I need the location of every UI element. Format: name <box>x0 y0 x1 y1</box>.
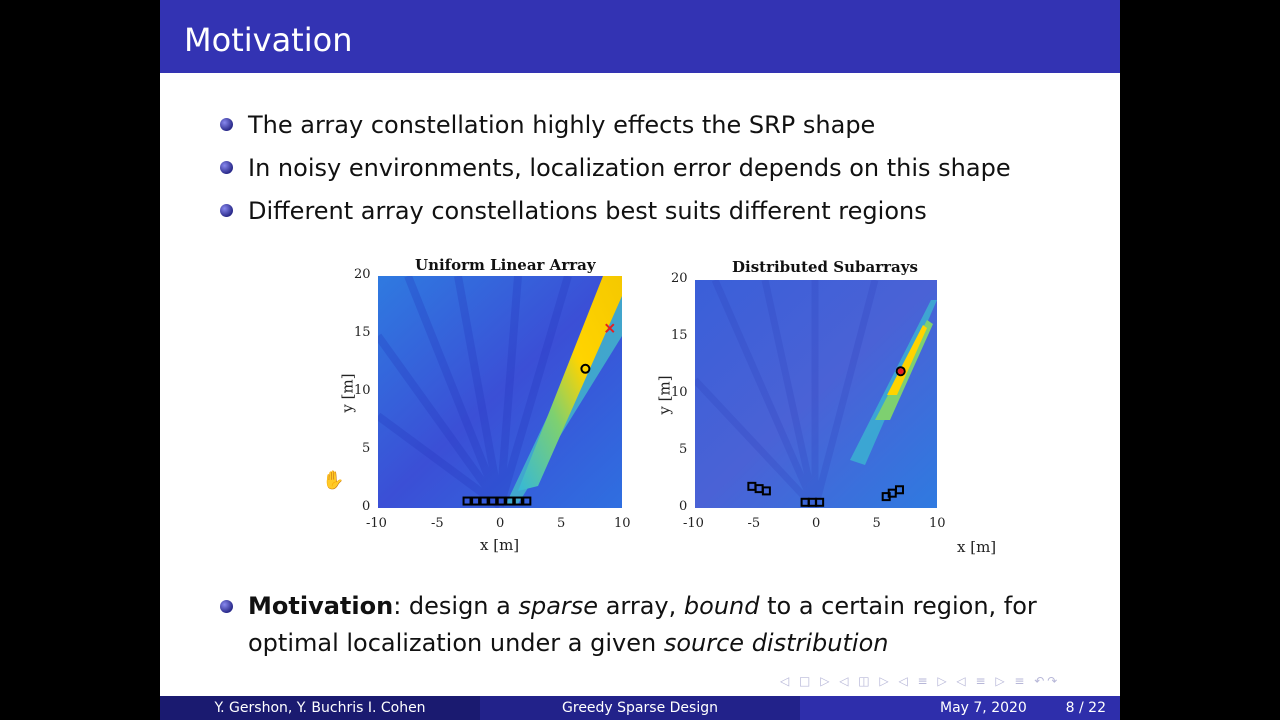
footer-date: May 7, 2020 <box>940 700 1027 716</box>
y-axis-label: y [m] <box>655 375 674 415</box>
bullet-item: In noisy environments, localization erro… <box>218 153 1098 183</box>
bullet-icon <box>220 118 233 131</box>
microphone-marker <box>894 485 904 495</box>
true-source-marker <box>895 366 906 377</box>
plot-ula: Uniform Linear Array -10 -5 0 5 10 0 5 10 15 20 x <box>330 254 650 564</box>
x-tick-label: -5 <box>431 516 444 531</box>
estimated-source-marker <box>897 368 904 375</box>
true-source-marker <box>580 363 591 374</box>
y-tick-label: 15 <box>671 328 688 343</box>
microphone-marker <box>479 496 489 506</box>
x-tick-label: 0 <box>812 516 821 531</box>
y-tick-label: 5 <box>679 442 688 457</box>
y-tick-label: 20 <box>354 267 371 282</box>
bullet-text: : design a <box>393 592 519 620</box>
footer-right: May 7, 2020 8 / 22 <box>800 696 1120 720</box>
x-tick-label: 10 <box>929 516 946 531</box>
estimated-source-marker <box>605 323 615 333</box>
x-tick-label: -10 <box>366 516 387 531</box>
distributed-heatmap <box>695 280 937 508</box>
slide-header: Motivation <box>160 0 1120 73</box>
microphone-marker <box>488 496 498 506</box>
y-tick-label: 15 <box>354 325 371 340</box>
y-tick-label: 20 <box>671 271 688 286</box>
bullet-icon <box>220 161 233 174</box>
bullet-item: Different array constellations best suit… <box>218 196 1098 226</box>
footer-authors: Y. Gershon, Y. Buchris I. Cohen <box>160 696 480 720</box>
x-axis-label: x [m] <box>957 538 997 556</box>
microphone-marker <box>761 486 771 496</box>
bullet-emph: source distribution <box>663 629 889 657</box>
y-tick-label: 10 <box>354 383 371 398</box>
footer: Y. Gershon, Y. Buchris I. Cohen Greedy S… <box>160 696 1120 720</box>
y-axis-label: y [m] <box>338 373 357 413</box>
microphone-marker <box>815 497 825 507</box>
bullet-icon <box>220 600 233 613</box>
x-tick-label: 5 <box>872 516 881 531</box>
bullet-emph: bound <box>683 592 760 620</box>
bullet-item: Motivation: design a sparse array, bound… <box>218 588 1088 662</box>
bullet-text: Different array constellations best suit… <box>248 197 927 225</box>
bullet-item: The array constellation highly effects t… <box>218 110 1098 140</box>
plot-distributed: Distributed Subarrays -10 -5 0 5 10 0 5 10 15 20 … <box>648 254 997 564</box>
y-tick-label: 0 <box>362 499 371 514</box>
beamer-nav-icon[interactable]: ◁ □ ▷ ◁ ◫ ▷ ◁ ≡ ▷ ◁ ≡ ▷ ≡ ↶↷ <box>780 674 1061 688</box>
x-tick-label: 0 <box>496 516 505 531</box>
bullet-text: array, <box>598 592 684 620</box>
x-tick-label: 10 <box>614 516 631 531</box>
x-axis-label: x [m] <box>480 536 520 554</box>
bullet-bold: Motivation <box>248 592 394 620</box>
y-tick-label: 5 <box>362 441 371 456</box>
slide-title: Motivation <box>184 21 353 59</box>
y-tick-label: 0 <box>679 499 688 514</box>
microphone-marker <box>462 496 472 506</box>
x-tick-label: -10 <box>683 516 704 531</box>
microphone-marker <box>513 496 523 506</box>
ula-heatmap <box>378 276 622 508</box>
bullet-text: The array constellation highly effects t… <box>248 111 876 139</box>
plot-title: Uniform Linear Array <box>415 256 596 274</box>
y-tick-label: 10 <box>671 385 688 400</box>
bullet-emph: sparse <box>518 592 599 620</box>
hand-cursor-icon: ✋ <box>322 470 345 491</box>
footer-title: Greedy Sparse Design <box>480 696 800 720</box>
bullet-text: to a certain region, for <box>759 592 1037 620</box>
microphone-marker <box>496 496 506 506</box>
plot-title: Distributed Subarrays <box>732 258 918 276</box>
x-tick-label: -5 <box>747 516 761 531</box>
bullet-text: optimal localization under a given <box>248 629 664 657</box>
microphone-marker <box>522 496 532 506</box>
bullet-list: The array constellation highly effects t… <box>218 110 1098 239</box>
bullet-text: In noisy environments, localization erro… <box>248 154 1011 182</box>
bullet-icon <box>220 204 233 217</box>
x-tick-label: 5 <box>557 516 566 531</box>
microphone-marker <box>505 496 515 506</box>
slide: Motivation The array constellation highl… <box>160 0 1120 720</box>
page-number: 8 / 22 <box>1065 700 1106 716</box>
microphone-marker <box>471 496 481 506</box>
